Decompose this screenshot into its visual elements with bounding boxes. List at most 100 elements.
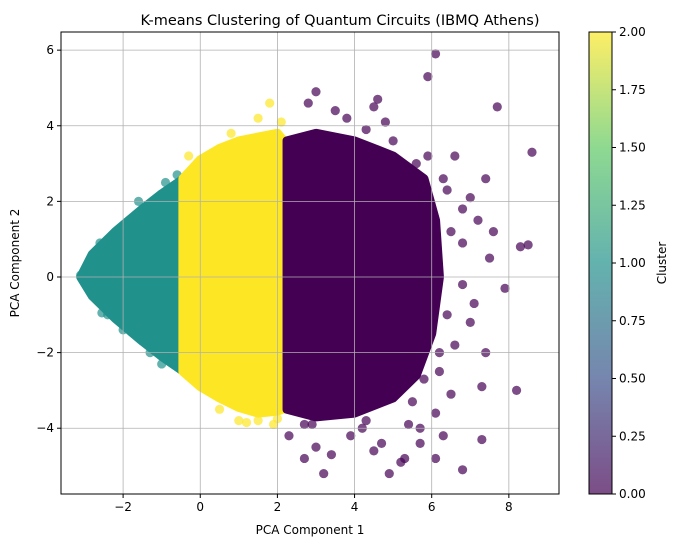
y-tick-label: −4 [36, 421, 54, 435]
y-axis: −4 −2 0 2 4 6 [36, 43, 61, 435]
data-point [380, 117, 391, 127]
y-axis-label: PCA Component 2 [8, 209, 22, 318]
data-point [411, 158, 421, 169]
data-point [415, 438, 425, 448]
colorbar-tick-label: 0.00 [619, 487, 646, 501]
data-point [253, 416, 263, 426]
data-point [527, 147, 537, 157]
data-point [484, 253, 495, 263]
data-point [423, 72, 433, 82]
chart-title: K-means Clustering of Quantum Circuits (… [141, 13, 540, 29]
data-point [376, 438, 387, 448]
data-point [500, 283, 510, 293]
data-point [442, 310, 452, 320]
data-point [473, 215, 483, 225]
data-point [457, 238, 468, 248]
grid [61, 32, 559, 494]
colorbar-gradient [589, 32, 612, 494]
x-tick-label: −2 [114, 500, 132, 514]
data-point [369, 102, 379, 112]
data-point [276, 117, 286, 127]
data-point [369, 446, 379, 456]
data-point [446, 227, 456, 237]
data-point [438, 431, 448, 441]
x-axis-label: PCA Component 1 [256, 523, 365, 537]
plot-area [76, 49, 537, 479]
data-point [488, 227, 499, 237]
data-point [103, 310, 113, 320]
colorbar-label: Cluster [655, 242, 669, 285]
data-point [430, 408, 441, 418]
data-point [268, 419, 279, 430]
x-tick-label: 8 [505, 500, 513, 514]
data-point [403, 419, 414, 430]
data-point [419, 374, 429, 384]
data-point [184, 151, 194, 161]
y-tick-label: 2 [46, 194, 54, 208]
data-point [515, 242, 526, 252]
data-point [423, 151, 433, 161]
data-point [299, 453, 310, 464]
data-point [469, 298, 479, 309]
y-tick-label: 0 [46, 270, 54, 284]
data-point [160, 177, 171, 188]
data-point [430, 49, 441, 59]
y-tick-label: −2 [36, 346, 54, 360]
plot-frame [60, 31, 560, 495]
data-point [311, 87, 321, 97]
cluster-2 [178, 98, 292, 430]
data-point [446, 389, 456, 399]
x-tick-label: 2 [274, 500, 282, 514]
data-point [95, 238, 105, 248]
data-point [241, 417, 252, 428]
data-point [319, 468, 329, 479]
data-point [477, 382, 487, 392]
cluster-0 [282, 49, 537, 479]
colorbar-tick-label: 0.75 [619, 314, 646, 328]
data-point [253, 113, 263, 123]
colorbar-tick-label: 0.25 [619, 429, 646, 443]
data-point [342, 113, 352, 123]
x-tick-label: 0 [196, 500, 204, 514]
data-point [214, 404, 225, 414]
data-point [311, 442, 321, 452]
cluster-2-dense-region [178, 128, 292, 418]
data-point [434, 366, 445, 377]
data-point [330, 106, 340, 116]
y-tick-label: 4 [46, 119, 54, 133]
data-point [492, 102, 502, 112]
data-point [430, 453, 441, 464]
data-point [450, 151, 460, 161]
data-point [457, 204, 468, 214]
cluster-1-dense-region [76, 176, 190, 375]
colorbar-tick-label: 1.25 [619, 198, 646, 212]
data-point [284, 431, 294, 441]
data-point [265, 98, 275, 108]
y-tick-label: 6 [46, 43, 54, 57]
colorbar-tick-label: 1.00 [619, 256, 646, 270]
x-tick-label: 6 [428, 500, 436, 514]
cluster-0-dense-region [282, 128, 444, 422]
data-point [465, 192, 475, 203]
colorbar-tick-label: 1.75 [619, 83, 646, 97]
colorbar-tick-label: 0.50 [619, 372, 646, 386]
data-point [307, 419, 317, 430]
data-point [438, 174, 448, 184]
cluster-1 [76, 170, 190, 375]
data-point [373, 94, 383, 104]
data-point [450, 340, 460, 350]
x-tick-label: 4 [351, 500, 359, 514]
data-point [226, 128, 236, 138]
data-point [523, 240, 533, 250]
data-point [361, 124, 371, 135]
colorbar: 0.00 0.25 0.50 0.75 1.00 1.25 1.50 1.75 2.00 Clu… [588, 25, 669, 501]
data-point [457, 465, 468, 475]
data-point [157, 359, 167, 369]
x-axis: −2 0 2 4 6 8 [114, 494, 513, 514]
data-point [384, 468, 394, 479]
data-point [234, 416, 244, 426]
data-point [407, 397, 418, 407]
data-point [400, 453, 410, 464]
colorbar-tick-label: 1.50 [619, 141, 646, 155]
